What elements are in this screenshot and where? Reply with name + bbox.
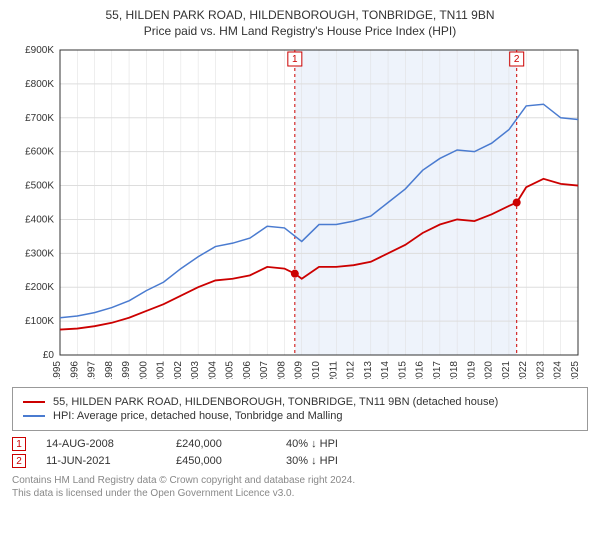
svg-text:2005: 2005 xyxy=(225,361,236,379)
legend-swatch xyxy=(23,415,45,417)
svg-text:£600K: £600K xyxy=(25,147,54,158)
sales-list: 1 14-AUG-2008 £240,000 40% ↓ HPI 2 11-JU… xyxy=(12,437,588,468)
svg-text:2025: 2025 xyxy=(570,361,581,379)
svg-text:£700K: £700K xyxy=(25,113,54,124)
svg-text:£800K: £800K xyxy=(25,79,54,90)
legend-label: 55, HILDEN PARK ROAD, HILDENBOROUGH, TON… xyxy=(53,396,498,408)
svg-text:£400K: £400K xyxy=(25,214,54,225)
svg-text:1999: 1999 xyxy=(121,361,132,379)
legend-box: 55, HILDEN PARK ROAD, HILDENBOROUGH, TON… xyxy=(12,387,588,431)
footnote-line: Contains HM Land Registry data © Crown c… xyxy=(12,474,588,487)
svg-text:2009: 2009 xyxy=(294,361,305,379)
sale-date: 11-JUN-2021 xyxy=(46,455,156,467)
svg-text:2006: 2006 xyxy=(242,361,253,379)
svg-text:£100K: £100K xyxy=(25,316,54,327)
svg-text:£300K: £300K xyxy=(25,248,54,259)
svg-text:2021: 2021 xyxy=(501,361,512,379)
svg-text:2018: 2018 xyxy=(449,361,460,379)
sale-row: 1 14-AUG-2008 £240,000 40% ↓ HPI xyxy=(12,437,588,451)
legend-item-property: 55, HILDEN PARK ROAD, HILDENBOROUGH, TON… xyxy=(23,396,577,408)
svg-text:2022: 2022 xyxy=(518,361,529,379)
svg-text:2011: 2011 xyxy=(328,361,339,379)
svg-text:2024: 2024 xyxy=(553,361,564,379)
svg-text:2004: 2004 xyxy=(207,361,218,379)
sale-row: 2 11-JUN-2021 £450,000 30% ↓ HPI xyxy=(12,454,588,468)
svg-text:2010: 2010 xyxy=(311,361,322,379)
svg-text:2013: 2013 xyxy=(363,361,374,379)
footnote: Contains HM Land Registry data © Crown c… xyxy=(12,474,588,500)
svg-text:1996: 1996 xyxy=(69,361,80,379)
line-chart: £0 £100K £200K £300K £400K £500K £600K £700K £80… xyxy=(12,44,588,379)
svg-text:2000: 2000 xyxy=(138,361,149,379)
legend-item-hpi: HPI: Average price, detached house, Tonb… xyxy=(23,410,577,422)
svg-text:1998: 1998 xyxy=(104,361,115,379)
legend-swatch xyxy=(23,401,45,403)
svg-text:2020: 2020 xyxy=(484,361,495,379)
svg-text:2001: 2001 xyxy=(156,361,167,379)
svg-text:2019: 2019 xyxy=(466,361,477,379)
sale-price: £450,000 xyxy=(176,455,266,467)
svg-text:2008: 2008 xyxy=(276,361,287,379)
svg-text:£900K: £900K xyxy=(25,45,54,56)
svg-text:1997: 1997 xyxy=(87,361,98,379)
svg-text:2002: 2002 xyxy=(173,361,184,379)
svg-text:£200K: £200K xyxy=(25,282,54,293)
address-title: 55, HILDEN PARK ROAD, HILDENBOROUGH, TON… xyxy=(12,8,588,22)
svg-text:2: 2 xyxy=(514,54,520,65)
sale-marker-icon: 2 xyxy=(12,454,26,468)
sale-diff: 30% ↓ HPI xyxy=(286,455,406,467)
sale-diff: 40% ↓ HPI xyxy=(286,438,406,450)
svg-text:2007: 2007 xyxy=(259,361,270,379)
sale-price: £240,000 xyxy=(176,438,266,450)
svg-text:2017: 2017 xyxy=(432,361,443,379)
svg-text:2012: 2012 xyxy=(346,361,357,379)
svg-text:2016: 2016 xyxy=(415,361,426,379)
svg-text:2015: 2015 xyxy=(397,361,408,379)
subtitle: Price paid vs. HM Land Registry's House … xyxy=(12,24,588,38)
title-block: 55, HILDEN PARK ROAD, HILDENBOROUGH, TON… xyxy=(12,8,588,38)
chart-svg: £0 £100K £200K £300K £400K £500K £600K £700K £80… xyxy=(12,44,588,379)
chart-container: 55, HILDEN PARK ROAD, HILDENBOROUGH, TON… xyxy=(0,0,600,560)
svg-text:£0: £0 xyxy=(43,350,55,361)
svg-text:2003: 2003 xyxy=(190,361,201,379)
sale-marker-icon: 1 xyxy=(12,437,26,451)
footnote-line: This data is licensed under the Open Gov… xyxy=(12,487,588,500)
sale-date: 14-AUG-2008 xyxy=(46,438,156,450)
svg-text:1995: 1995 xyxy=(52,361,63,379)
svg-text:2014: 2014 xyxy=(380,361,391,379)
svg-text:1: 1 xyxy=(292,54,298,65)
svg-text:2023: 2023 xyxy=(535,361,546,379)
svg-text:£500K: £500K xyxy=(25,181,54,192)
legend-label: HPI: Average price, detached house, Tonb… xyxy=(53,410,342,422)
